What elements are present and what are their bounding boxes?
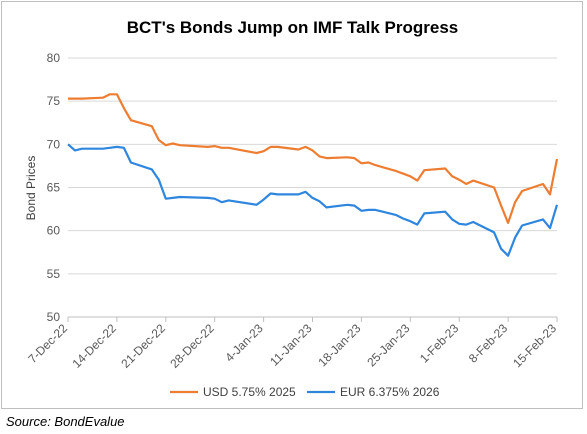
y-tick-label: 50 bbox=[47, 310, 61, 324]
series-line-eur-2026 bbox=[67, 143, 559, 257]
y-tick-label: 70 bbox=[47, 137, 61, 151]
series-line-usd-2025 bbox=[68, 93, 559, 224]
legend-label: USD 5.75% 2025 bbox=[203, 385, 296, 399]
x-tick-label: 25-Jan-23 bbox=[364, 321, 412, 369]
x-tick-label: 8-Feb-23 bbox=[466, 321, 511, 366]
x-tick-label: 15-Feb-23 bbox=[510, 321, 559, 370]
legend: USD 5.75% 2025 EUR 6.375% 2026 bbox=[170, 385, 440, 399]
x-tick-label: 28-Dec-22 bbox=[167, 321, 217, 371]
source-note: Source: BondEvalue bbox=[6, 414, 125, 429]
y-tick-label: 80 bbox=[47, 51, 61, 65]
gridlines bbox=[68, 57, 557, 275]
x-tick-label: 21-Dec-22 bbox=[118, 321, 168, 371]
x-tick-label: 4-Jan-23 bbox=[222, 321, 266, 365]
y-axis-ticks: 50 55 60 65 70 75 80 bbox=[47, 51, 61, 324]
x-tick-label: 7-Dec-22 bbox=[25, 321, 70, 366]
y-tick-label: 55 bbox=[47, 267, 61, 281]
x-tick-label: 11-Jan-23 bbox=[267, 321, 315, 369]
series-lines bbox=[67, 93, 559, 257]
y-axis-label: Bond Prices bbox=[24, 156, 38, 221]
y-tick-label: 75 bbox=[47, 94, 61, 108]
y-tick-label: 65 bbox=[47, 181, 61, 195]
line-chart: 50 55 60 65 70 75 80 7-Dec-22 14-Dec-22 21-Dec-2… bbox=[24, 51, 559, 399]
x-tick-label: 14-Dec-22 bbox=[70, 321, 120, 371]
chart-frame bbox=[1, 1, 583, 409]
x-axis: 7-Dec-22 14-Dec-22 21-Dec-22 28-Dec-22 4-Jan… bbox=[25, 316, 559, 371]
legend-label: EUR 6.375% 2026 bbox=[340, 385, 440, 399]
y-tick-label: 60 bbox=[47, 224, 61, 238]
x-tick-label: 18-Jan-23 bbox=[315, 321, 363, 369]
x-tick-label: 1-Feb-23 bbox=[417, 321, 462, 366]
chart-title: BCT's Bonds Jump on IMF Talk Progress bbox=[126, 18, 459, 37]
